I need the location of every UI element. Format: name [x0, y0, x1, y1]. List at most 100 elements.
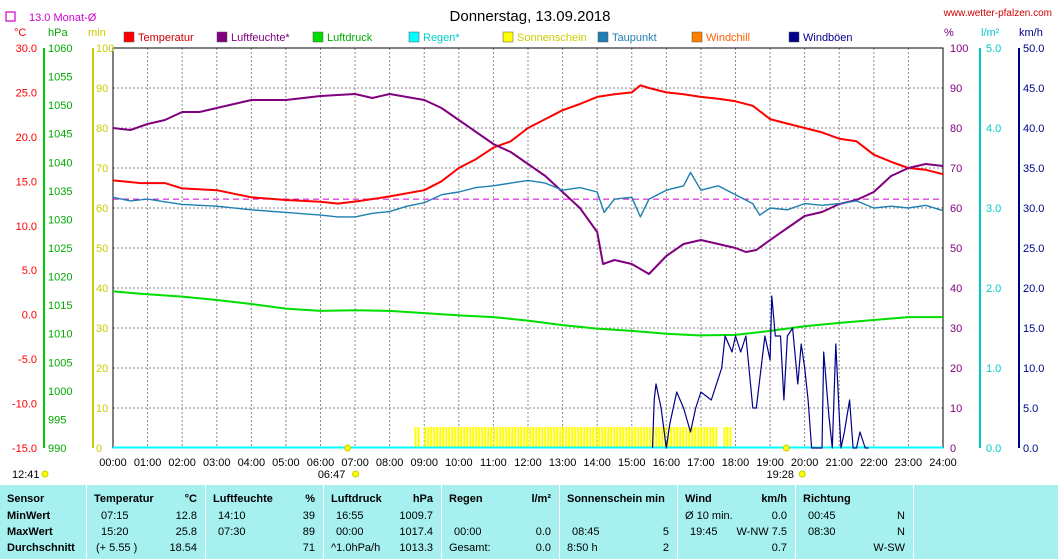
humidity-max-time: 07:30	[218, 526, 246, 538]
hour-tick-label: 07:00	[341, 457, 369, 469]
sunshine-bar	[649, 427, 652, 447]
series-lines	[112, 84, 944, 449]
sunshine-bar	[625, 427, 628, 447]
hpa-tick-label: 1000	[48, 386, 72, 398]
sunshine-bar	[460, 427, 463, 447]
sunshine-bar	[715, 427, 718, 447]
unit-hpa: hPa	[48, 27, 68, 39]
chart-grid	[112, 47, 944, 449]
stats-humidity-col: Luftfeuchte % 14:10 39 07:30 89 71	[206, 485, 324, 559]
temp-avg-value: 18.54	[169, 542, 197, 554]
sunshine-bar	[475, 427, 478, 447]
sunshine-total: 8:50 h	[567, 542, 598, 554]
sunshine-bar	[685, 427, 688, 447]
min-tick-label: 10	[96, 403, 108, 415]
hour-tick-label: 05:00	[272, 457, 300, 469]
hpa-tick-label: 1020	[48, 272, 72, 284]
humidity-min-time: 14:10	[218, 510, 246, 522]
temp-unit: °C	[184, 493, 197, 505]
temp-max-time: 15:20	[101, 526, 129, 538]
legend-swatch	[597, 31, 609, 43]
temp-tick-label: 30.0	[16, 43, 37, 55]
pressure-unit: hPa	[412, 493, 433, 505]
rain-tick-label: 1.0	[986, 363, 1001, 375]
sunshine-max-value: 5	[662, 526, 669, 538]
sunshine-bar	[682, 427, 685, 447]
hour-tick-label: 19:00	[756, 457, 784, 469]
stats-direction-col: Richtung 00:45 N 08:30 N W-SW	[796, 485, 914, 559]
hpa-tick-label: 1005	[48, 357, 72, 369]
direction-max-time: 08:30	[808, 526, 836, 538]
hpa-tick-label: 1040	[48, 157, 72, 169]
sunshine-bar	[445, 427, 448, 447]
series-line-luftdruck	[112, 290, 943, 337]
hour-tick-label: 10:00	[445, 457, 473, 469]
hpa-tick-label: 1015	[48, 300, 72, 312]
pct-tick-label: 60	[950, 203, 962, 215]
hpa-tick-label: 1060	[48, 43, 72, 55]
sunshine-bar	[538, 427, 541, 447]
stats-pressure-col: Luftdruck hPa 16:55 1009.7 00:00 1017.4 …	[324, 485, 442, 559]
temp-tick-label: -10.0	[12, 399, 37, 411]
pressure-min-time: 16:55	[336, 510, 364, 522]
hour-tick-label: 08:00	[376, 457, 404, 469]
pct-tick-label: 100	[950, 43, 968, 55]
hour-tick-label: 12:00	[514, 457, 542, 469]
sunset-time: 19:28	[766, 469, 794, 481]
direction-min-time: 00:45	[808, 510, 836, 522]
min-tick-label: 60	[96, 203, 108, 215]
hour-tick-label: 22:00	[860, 457, 888, 469]
sunshine-bar	[556, 427, 559, 447]
sunshine-header: Sonnenschein min	[567, 493, 665, 505]
min-tick-label: 80	[96, 123, 108, 135]
unit-kmh: km/h	[1019, 27, 1043, 39]
pct-tick-label: 50	[950, 243, 962, 255]
sunshine-bar	[417, 427, 420, 447]
sunrise-time: 06:47	[318, 469, 346, 481]
sunshine-bar	[709, 427, 712, 447]
sunshine-bar	[454, 427, 457, 447]
pressure-header: Luftdruck	[331, 493, 382, 505]
sunshine-bar	[619, 427, 622, 447]
pressure-max-value: 1017.4	[399, 526, 433, 538]
sunshine-bar	[442, 427, 445, 447]
min-tick-label: 90	[96, 83, 108, 95]
hour-tick-label: 15:00	[618, 457, 646, 469]
temp-tick-label: 20.0	[16, 132, 37, 144]
min-tick-label: 20	[96, 363, 108, 375]
pct-tick-label: 0	[950, 443, 956, 455]
site-link[interactable]: www.wetter-pfalzen.com	[943, 8, 1052, 19]
pct-tick-label: 10	[950, 403, 962, 415]
direction-avg-value: W-SW	[873, 542, 905, 554]
wind-max-time: 19:45	[690, 526, 718, 538]
temp-tick-label: 10.0	[16, 221, 37, 233]
hour-tick-label: 14:00	[583, 457, 611, 469]
hour-tick-label: 13:00	[549, 457, 577, 469]
sunshine-bar	[673, 427, 676, 447]
sunshine-bar	[520, 427, 523, 447]
series-line-windböen	[651, 295, 869, 449]
sunshine-bar	[571, 427, 574, 447]
min-tick-label: 100	[96, 43, 114, 55]
sunshine-bar	[607, 427, 610, 447]
sunshine-bar	[523, 427, 526, 447]
chart-title: Donnerstag, 13.09.2018	[450, 8, 611, 25]
wind-avg10-value: 0.0	[771, 510, 787, 522]
hpa-tick-label: 990	[48, 443, 66, 455]
sunshine-bar	[526, 427, 529, 447]
hour-tick-label: 00:00	[99, 457, 127, 469]
sunshine-bar	[541, 427, 544, 447]
temp-max-value: 25.8	[175, 526, 197, 538]
sunshine-bar	[529, 427, 532, 447]
sunshine-bar	[697, 427, 700, 447]
sunrise-icon	[352, 470, 360, 478]
monthly-avg-icon	[5, 11, 16, 22]
sunshine-bar	[604, 427, 607, 447]
wind-header: Wind	[685, 493, 712, 505]
sunshine-bar	[613, 427, 616, 447]
hour-tick-label: 18:00	[722, 457, 750, 469]
sunshine-bar	[610, 427, 613, 447]
rain-tick-label: 0.0	[986, 443, 1001, 455]
min-tick-label: 40	[96, 283, 108, 295]
legend-label: Luftdruck	[327, 32, 373, 44]
